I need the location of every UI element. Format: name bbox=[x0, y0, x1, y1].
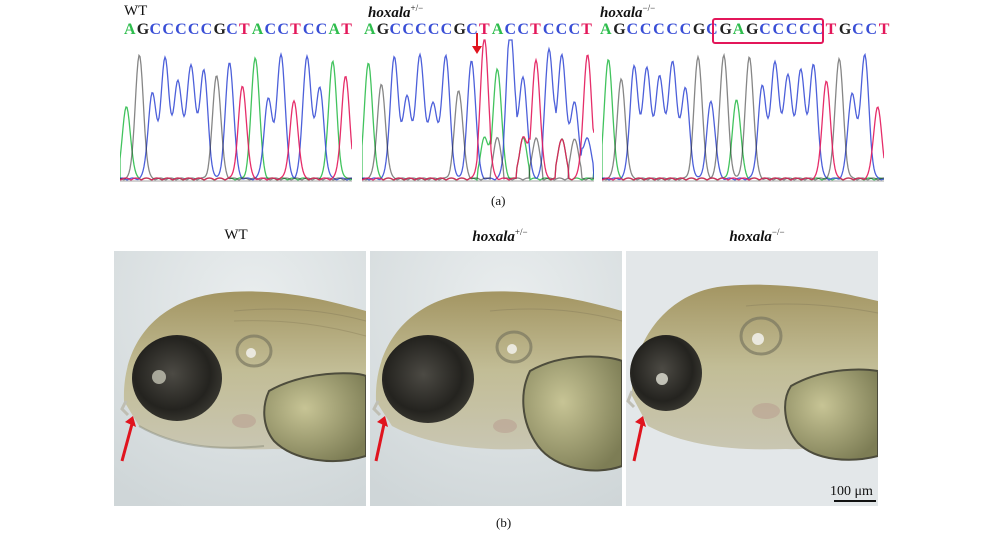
base-letter: C bbox=[200, 21, 213, 38]
base-letter: C bbox=[759, 21, 772, 38]
trace-T bbox=[362, 39, 594, 181]
base-letter: C bbox=[504, 21, 517, 38]
larva-illustration-hom bbox=[626, 251, 878, 506]
base-letter: A bbox=[732, 21, 745, 38]
base-letter: C bbox=[302, 21, 316, 38]
chromatogram-hom bbox=[602, 52, 884, 182]
base-letter: C bbox=[517, 21, 530, 38]
trace-C bbox=[120, 51, 352, 181]
base-letter: T bbox=[479, 21, 491, 38]
micrograph-het bbox=[370, 251, 622, 506]
base-letter: T bbox=[290, 21, 302, 38]
base-letter: G bbox=[376, 21, 390, 38]
base-letter: C bbox=[666, 21, 679, 38]
larva-illustration-wt bbox=[114, 251, 366, 506]
base-letter: C bbox=[653, 21, 666, 38]
base-letter: T bbox=[825, 21, 837, 38]
base-letter: C bbox=[466, 21, 479, 38]
panel-b-header-het: hoxala+/− bbox=[472, 227, 528, 245]
trace-A bbox=[120, 56, 352, 181]
base-letter: C bbox=[785, 21, 798, 38]
base-letter: C bbox=[639, 21, 652, 38]
track-wt-genotype: WT bbox=[124, 3, 148, 19]
base-letter: T bbox=[530, 21, 542, 38]
panel-a-caption: (a) bbox=[491, 193, 506, 208]
base-letter: T bbox=[341, 21, 353, 38]
base-letter: C bbox=[772, 21, 785, 38]
base-letter: C bbox=[277, 21, 290, 38]
base-letter: C bbox=[427, 21, 441, 38]
micrograph-hom bbox=[626, 251, 878, 506]
base-letter: G bbox=[136, 21, 150, 38]
base-letter: G bbox=[453, 21, 467, 38]
base-letter: A bbox=[364, 21, 377, 38]
base-letter: C bbox=[568, 21, 581, 38]
track-hom-genotype: hoxala−/− bbox=[600, 3, 656, 21]
base-letter: C bbox=[626, 21, 639, 38]
base-letter: G bbox=[838, 21, 852, 38]
chromatogram-wt bbox=[120, 51, 352, 182]
base-letter: G bbox=[692, 21, 706, 38]
base-letter: A bbox=[491, 21, 504, 38]
micrograph-wt bbox=[114, 251, 366, 506]
base-letter: C bbox=[226, 21, 239, 38]
base-letter: C bbox=[389, 21, 402, 38]
trace-T bbox=[120, 75, 352, 181]
base-letter: C bbox=[415, 21, 428, 38]
base-letter: C bbox=[149, 21, 162, 38]
base-letter: C bbox=[440, 21, 453, 38]
base-letter: G bbox=[719, 21, 733, 38]
base-letter: A bbox=[600, 21, 613, 38]
panel-b-header-wt: WT bbox=[224, 227, 248, 243]
base-letter: C bbox=[799, 21, 812, 38]
base-letter: C bbox=[315, 21, 328, 38]
track-het-genotype: hoxala+/− bbox=[368, 3, 424, 21]
trace-C bbox=[362, 39, 594, 181]
base-letter: C bbox=[706, 21, 719, 38]
base-letter: T bbox=[878, 21, 890, 38]
base-letter: C bbox=[865, 21, 878, 38]
base-letter: C bbox=[812, 21, 825, 38]
chromatogram-het bbox=[362, 39, 594, 182]
scale-bar bbox=[834, 500, 876, 502]
base-letter: G bbox=[213, 21, 227, 38]
larva-illustration-het bbox=[370, 251, 622, 506]
panel-b-header-hom: hoxala−/− bbox=[729, 227, 785, 245]
base-letter: A bbox=[251, 21, 264, 38]
base-letter: T bbox=[581, 21, 593, 38]
base-letter: G bbox=[613, 21, 627, 38]
base-letter: C bbox=[162, 21, 175, 38]
base-letter: G bbox=[746, 21, 760, 38]
trace-G bbox=[120, 53, 352, 181]
panel-b-caption: (b) bbox=[496, 515, 512, 530]
base-letter: C bbox=[542, 21, 556, 38]
mutation-site-arrow-icon bbox=[472, 33, 482, 54]
insertion-highlight-box bbox=[712, 18, 824, 44]
trace-G bbox=[602, 52, 884, 181]
trace-T bbox=[602, 80, 884, 181]
base-letter: A bbox=[328, 21, 341, 38]
base-letter: C bbox=[679, 21, 692, 38]
base-letter: C bbox=[555, 21, 568, 38]
base-letter: C bbox=[852, 21, 865, 38]
base-letter: C bbox=[264, 21, 277, 38]
base-letter: C bbox=[175, 21, 188, 38]
base-letter: A bbox=[124, 21, 137, 38]
scale-bar-label: 100 μm bbox=[830, 484, 873, 499]
base-letter: C bbox=[187, 21, 201, 38]
base-letter: C bbox=[402, 21, 415, 38]
base-letter: T bbox=[239, 21, 251, 38]
